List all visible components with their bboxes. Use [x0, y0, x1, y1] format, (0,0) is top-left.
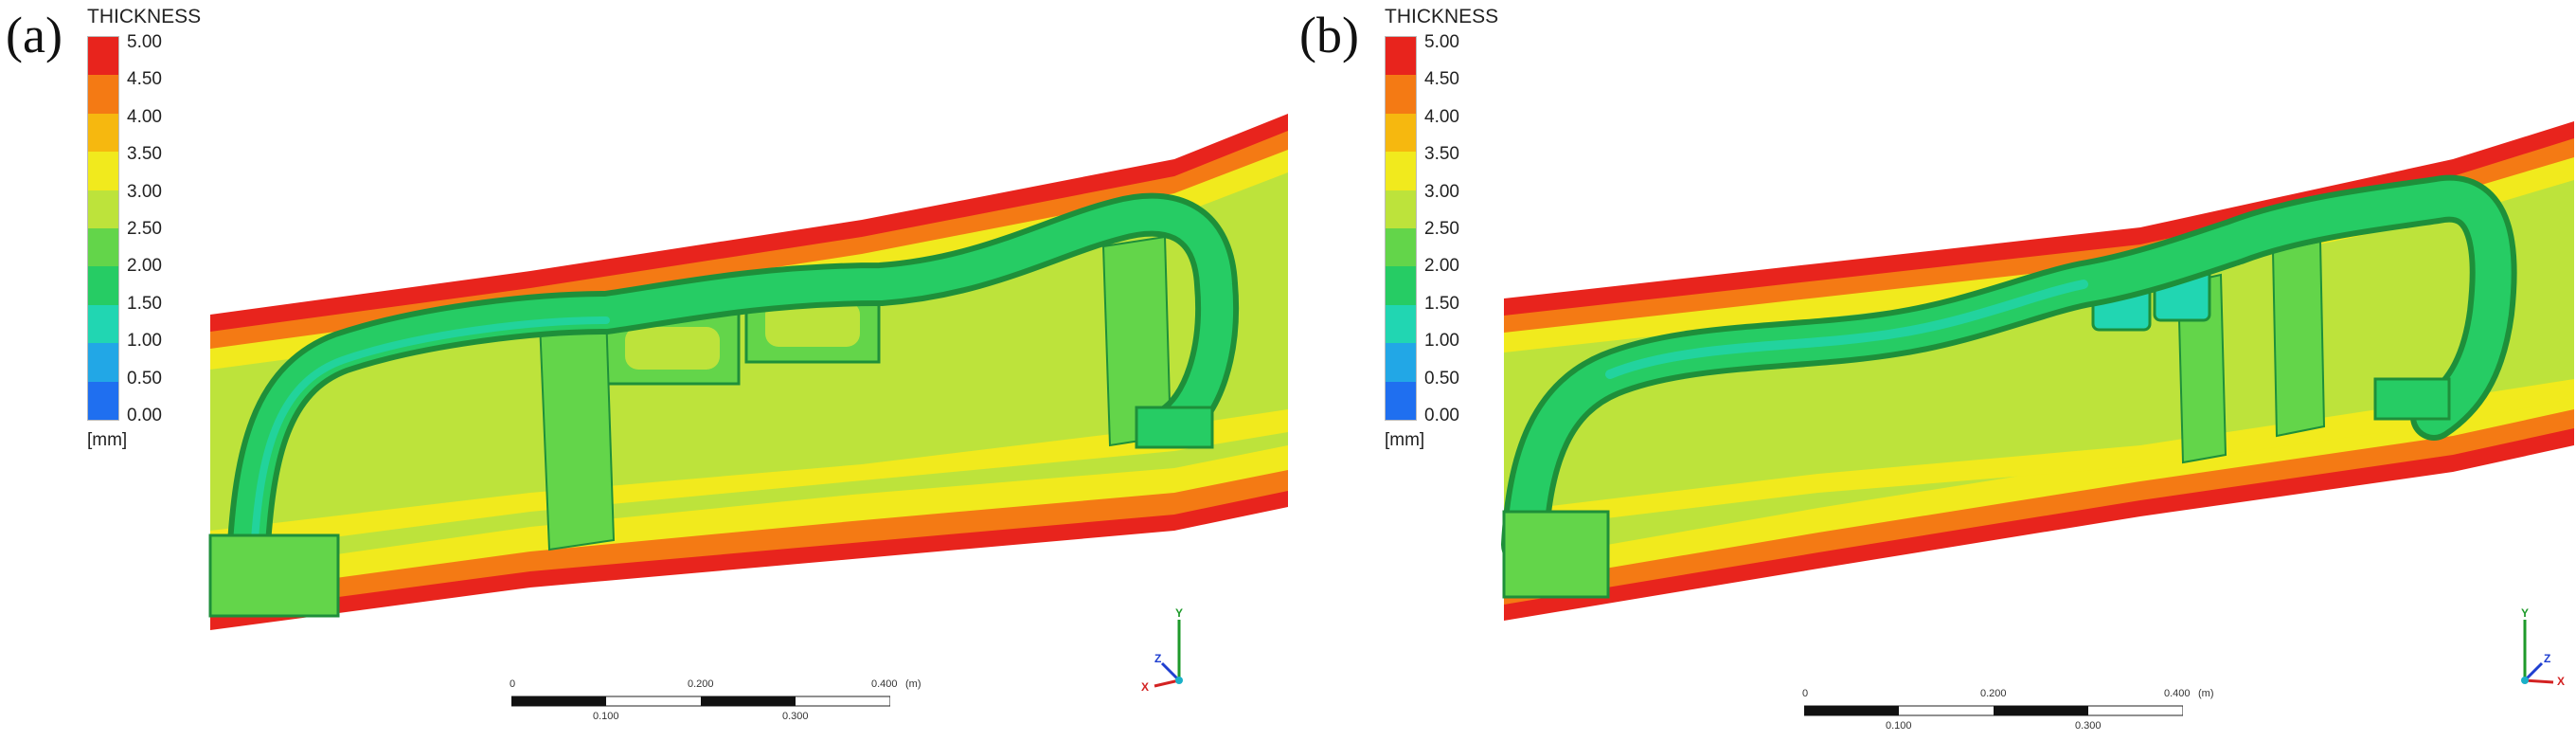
scale-tick: 0.200: [1980, 688, 2007, 699]
sheet-band: [1504, 379, 2574, 531]
color-legend-bar: [1385, 36, 1417, 421]
legend-tick: 5.00: [1424, 32, 1459, 52]
scale-bar-graphic: [1803, 705, 2184, 716]
axis-z-label: Z: [1154, 652, 1162, 665]
legend-color-segment: [88, 152, 118, 191]
legend-color-segment: [1386, 343, 1416, 383]
panel-label: (a): [6, 7, 63, 63]
legend-tick: 2.50: [127, 219, 162, 239]
axis-x-label: X: [2557, 675, 2566, 688]
legend-tick: 4.50: [1424, 69, 1459, 89]
axis-triad: Y Z X: [2487, 606, 2572, 696]
legend-tick: 4.00: [127, 107, 162, 127]
legend-color-segment: [88, 113, 118, 153]
thickness-contour-model: [1501, 121, 2574, 621]
legend-tick: 4.00: [1424, 107, 1459, 127]
legend-color-segment: [88, 190, 118, 229]
legend-color-segment: [1386, 266, 1416, 306]
tube: [232, 198, 1234, 575]
panel-a: (a) THICKNESS 5.00 4.50 4.00 3.50 3.00 2…: [6, 6, 1288, 722]
legend-tick: 3.50: [1424, 144, 1459, 164]
legend-color-segment: [1386, 228, 1416, 267]
legend-tick: 0.50: [127, 369, 162, 389]
legend-unit: [mm]: [1385, 430, 1425, 450]
scale-tick: 0.300: [782, 711, 809, 722]
legend-unit: [mm]: [87, 430, 128, 450]
end-block: [1502, 510, 1610, 599]
legend-color-segment: [1386, 152, 1416, 191]
scale-tick: 0.400: [871, 678, 898, 690]
legend-tick: 2.50: [1424, 219, 1459, 239]
tube-highlight: [1605, 280, 2088, 379]
axis-triad-graphic: [2521, 620, 2554, 684]
legend-title: THICKNESS: [1385, 6, 1499, 27]
axis-y-label: Y: [2521, 606, 2530, 620]
scale-tick: 0.200: [688, 678, 714, 690]
scale-tick: 0.100: [593, 711, 619, 722]
scale-unit: (m): [2198, 688, 2214, 699]
legend-tick: 0.00: [127, 406, 162, 425]
end-block: [208, 533, 340, 618]
legend-color-segment: [1386, 304, 1416, 344]
legend-color-segment: [88, 75, 118, 115]
axis-triad-graphic: [1154, 620, 1183, 688]
legend-tick: 0.50: [1424, 369, 1459, 389]
legend-tick: 5.00: [127, 32, 162, 52]
axis-triad: Y Z X: [1141, 606, 1226, 696]
legend-tick: 1.00: [127, 331, 162, 351]
scale-bar: 0 0.200 0.400 (m) 0.100 0.300: [510, 678, 921, 722]
legend-tick: 1.00: [1424, 331, 1459, 351]
legend-color-segment: [88, 266, 118, 306]
legend-color-segment: [1386, 113, 1416, 153]
sheet-band: [210, 409, 1288, 553]
legend-color-segment: [88, 381, 118, 421]
end-block: [2373, 377, 2451, 421]
legend-tick: 3.00: [1424, 182, 1459, 202]
axis-x-label: X: [1141, 680, 1150, 694]
pocket-inner: [625, 327, 720, 370]
legend-color-segment: [88, 304, 118, 344]
scale-unit: (m): [905, 678, 921, 690]
legend-tick: 1.50: [127, 294, 162, 314]
legend-color-segment: [1386, 381, 1416, 421]
axis-y-label: Y: [1175, 606, 1184, 620]
legend-color-segment: [88, 343, 118, 383]
color-legend-bar: [87, 36, 119, 421]
legend-tick: 1.50: [1424, 294, 1459, 314]
scale-bar: 0 0.200 0.400 (m) 0.100 0.300: [1802, 688, 2214, 732]
axis-z-label: Z: [2544, 652, 2551, 665]
scale-tick: 0: [510, 678, 516, 690]
thickness-contour-model: [208, 114, 1288, 630]
legend-title: THICKNESS: [87, 6, 202, 27]
legend-tick: 0.00: [1424, 406, 1459, 425]
panel-label: (b): [1299, 7, 1359, 63]
pocket-inner: [765, 301, 860, 347]
scale-tick: 0.400: [2164, 688, 2191, 699]
end-block: [1135, 406, 1214, 449]
panel-b: (b) THICKNESS 5.00 4.50 4.00 3.50 3.00 2…: [1288, 0, 2576, 741]
legend-tick: 2.00: [127, 256, 162, 276]
boss: [2271, 240, 2326, 438]
tube-highlight: [250, 316, 610, 558]
scale-tick: 0.100: [1886, 720, 1912, 732]
legend-color-segment: [88, 37, 118, 76]
legend-tick: 3.00: [127, 182, 162, 202]
legend-color-segment: [1386, 190, 1416, 229]
legend-color-segment: [1386, 75, 1416, 115]
legend-color-segment: [1386, 37, 1416, 76]
scale-tick: 0.300: [2075, 720, 2102, 732]
legend-tick: 2.00: [1424, 256, 1459, 276]
scale-bar-graphic: [510, 696, 891, 707]
boss: [538, 311, 616, 551]
legend-tick: 3.50: [127, 144, 162, 164]
legend-tick: 4.50: [127, 69, 162, 89]
legend-color-segment: [88, 228, 118, 267]
scale-tick: 0: [1802, 688, 1809, 699]
